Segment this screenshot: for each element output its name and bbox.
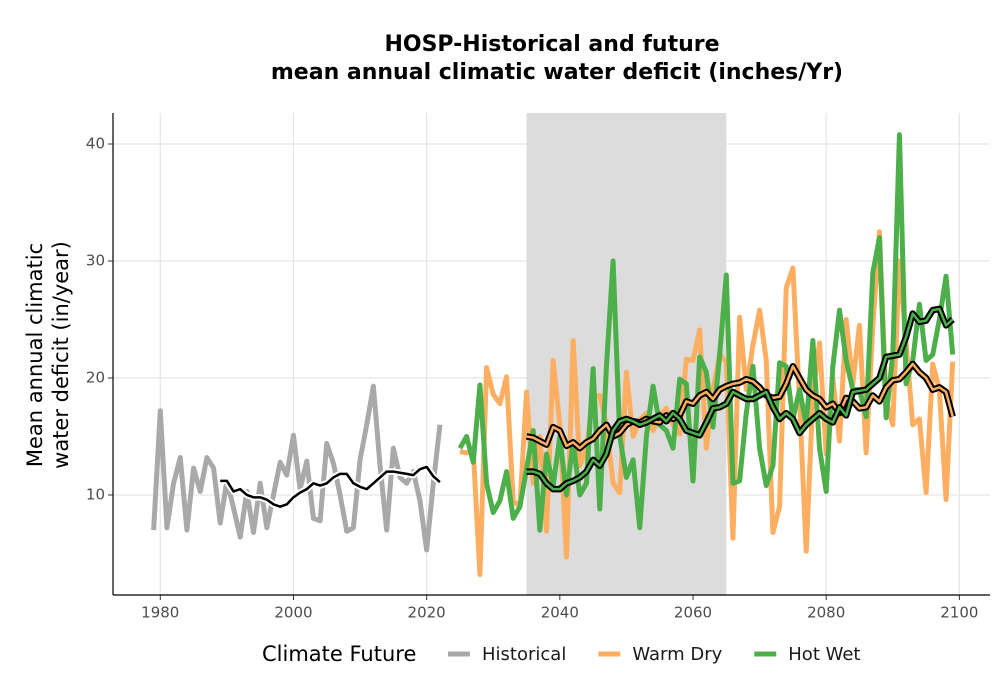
x-tick-label: 2100	[940, 604, 978, 622]
y-axis-title: Mean annual climatic	[23, 243, 47, 467]
x-tick-label: 2060	[674, 604, 712, 622]
chart-title: HOSP-Historical and future	[384, 32, 719, 57]
legend-label: Historical	[482, 644, 566, 665]
legend-title: Climate Future	[262, 642, 416, 666]
y-tick-label: 30	[86, 251, 105, 269]
smooth-line	[220, 465, 441, 508]
x-tick-label: 1980	[141, 604, 179, 622]
series-line	[457, 132, 956, 533]
x-tick-label: 2080	[807, 604, 845, 622]
y-tick-label: 40	[86, 135, 105, 153]
smooth-line	[526, 362, 954, 450]
legend-label: Hot Wet	[788, 644, 860, 665]
y-tick-label: 20	[86, 368, 105, 386]
x-tick-label: 2000	[274, 604, 312, 622]
smooth-line	[526, 307, 954, 491]
x-tick-label: 2020	[408, 604, 446, 622]
legend-label: Warm Dry	[632, 644, 722, 665]
y-tick-label: 10	[86, 485, 105, 503]
chart-title: mean annual climatic water deficit (inch…	[271, 60, 843, 85]
y-axis-title: water deficit (in/year)	[49, 241, 73, 469]
series-line	[151, 383, 443, 553]
x-tick-label: 2040	[541, 604, 579, 622]
